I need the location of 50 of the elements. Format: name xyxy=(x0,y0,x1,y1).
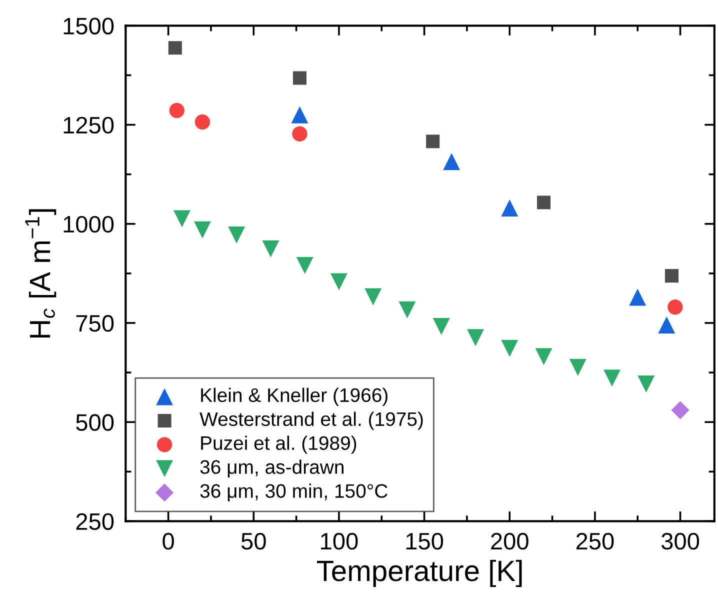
y-tick-label: 1250 xyxy=(64,116,114,134)
point xyxy=(194,114,210,130)
x-tick-label: 0 xyxy=(162,532,174,550)
point xyxy=(296,256,314,274)
point xyxy=(168,41,182,55)
y-tick-label: 1500 xyxy=(64,18,114,34)
y-tick-label: 500 xyxy=(76,414,114,431)
point xyxy=(501,200,518,217)
point xyxy=(629,288,646,306)
x-tick-label: 100 xyxy=(321,532,358,550)
point xyxy=(604,370,621,387)
point xyxy=(569,358,586,376)
point xyxy=(228,226,246,244)
legend-label: Puzei et al. (1989) xyxy=(201,436,356,454)
point xyxy=(173,210,190,228)
legend-label: 36 μm, as-drawn xyxy=(200,460,344,478)
point xyxy=(194,221,211,238)
point xyxy=(535,348,552,366)
y-tick-label: 750 xyxy=(76,315,114,332)
y-tick-label: 250 xyxy=(76,513,114,530)
point xyxy=(262,240,280,258)
x-tick-label: 300 xyxy=(661,532,700,550)
y-tick-label: 1000 xyxy=(64,216,114,233)
point xyxy=(398,301,416,318)
point xyxy=(364,288,382,306)
point xyxy=(330,273,348,290)
y-axis-title: H$_{c}$ [A m$^{−1}$] xyxy=(25,209,56,338)
point xyxy=(292,126,308,142)
point xyxy=(536,196,551,210)
point xyxy=(466,329,484,346)
legend-label: Westerstrand et al. (1975) xyxy=(200,412,423,430)
point xyxy=(443,153,460,170)
point xyxy=(671,401,690,420)
legend-label: 36 μm, 30 min, 150°C xyxy=(200,484,388,502)
x-tick-label: 250 xyxy=(576,532,614,550)
point xyxy=(664,269,679,283)
point xyxy=(501,340,518,357)
point xyxy=(668,300,683,315)
point xyxy=(291,106,308,124)
point xyxy=(432,318,450,336)
x-tick-label: 50 xyxy=(241,532,266,550)
point xyxy=(426,134,440,148)
point xyxy=(658,316,676,334)
x-tick-label: 150 xyxy=(406,532,444,550)
point xyxy=(292,71,306,85)
x-axis-title: Temperature [K] xyxy=(316,560,522,588)
legend-label: Klein & Kneller (1966) xyxy=(201,388,388,406)
point xyxy=(638,376,655,393)
x-tick-label: 200 xyxy=(491,532,528,550)
point xyxy=(169,102,184,118)
